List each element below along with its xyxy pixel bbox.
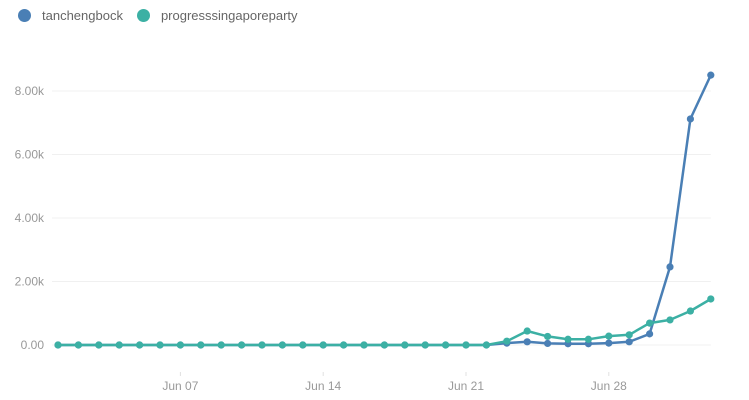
data-point[interactable] [707, 71, 715, 79]
grid-lines [52, 90, 711, 346]
data-series [54, 71, 715, 349]
data-point[interactable] [197, 341, 205, 349]
data-point[interactable] [605, 339, 613, 347]
data-point[interactable] [564, 335, 572, 343]
data-point[interactable] [217, 341, 225, 349]
x-tick-label: Jun 28 [591, 379, 627, 393]
data-point[interactable] [54, 341, 62, 349]
data-point[interactable] [584, 335, 593, 343]
data-point[interactable] [646, 330, 654, 338]
legend-dot-icon [136, 9, 150, 22]
data-point[interactable] [482, 341, 490, 349]
series-line [58, 74, 712, 347]
y-tick-label: 8.00k [15, 84, 45, 98]
y-tick-label: 4.00k [15, 211, 45, 225]
series-tanchengbock [54, 71, 715, 349]
data-point[interactable] [401, 341, 409, 349]
data-point[interactable] [176, 341, 184, 349]
data-point[interactable] [136, 341, 144, 349]
data-point[interactable] [340, 341, 348, 349]
data-point[interactable] [74, 341, 82, 349]
legend-label: tanchengbock [42, 8, 123, 23]
legend-item-progresssingaporeparty[interactable]: progresssingaporeparty [136, 8, 298, 23]
data-point[interactable] [686, 115, 695, 123]
data-point[interactable] [442, 341, 450, 349]
x-tick-label: Jun 14 [305, 379, 341, 393]
x-tick-label: Jun 21 [448, 379, 484, 393]
data-point[interactable] [95, 341, 103, 349]
data-point[interactable] [503, 337, 511, 345]
y-tick-label: 2.00k [15, 275, 45, 289]
data-point[interactable] [707, 295, 715, 303]
y-axis: 0.00 2.00k 4.00k 6.00k 8.00k [15, 84, 45, 352]
data-point[interactable] [625, 331, 633, 339]
data-point[interactable] [380, 341, 388, 349]
data-point[interactable] [686, 307, 695, 315]
data-point[interactable] [421, 341, 429, 349]
y-tick-label: 6.00k [15, 148, 45, 162]
data-point[interactable] [544, 339, 552, 348]
data-point[interactable] [666, 316, 674, 324]
data-point[interactable] [238, 341, 246, 349]
data-point[interactable] [605, 332, 613, 340]
legend-dot-icon [18, 9, 31, 22]
data-point[interactable] [258, 341, 266, 349]
y-tick-label: 0.00 [21, 338, 45, 352]
data-point[interactable] [666, 263, 674, 271]
data-point[interactable] [299, 341, 307, 349]
legend-item-tanchengbock[interactable]: tanchengbock [18, 8, 123, 23]
legend-label: progresssingaporeparty [160, 8, 298, 23]
data-point[interactable] [115, 341, 123, 349]
x-axis: Jun 07 Jun 14 Jun 21 Jun 28 [162, 372, 627, 393]
data-point[interactable] [156, 341, 164, 349]
x-tick-label: Jun 07 [162, 379, 198, 393]
data-point[interactable] [278, 341, 286, 349]
data-point[interactable] [523, 327, 531, 335]
data-point[interactable] [625, 338, 633, 346]
series-line [58, 297, 712, 347]
data-point[interactable] [319, 341, 327, 349]
chart-legend: tanchengbock progresssingaporeparty [18, 8, 312, 23]
series-progresssingaporeparty [54, 295, 715, 349]
data-point[interactable] [544, 332, 552, 341]
data-point[interactable] [523, 338, 531, 346]
data-point[interactable] [462, 341, 470, 349]
data-point[interactable] [646, 319, 654, 327]
data-point[interactable] [360, 341, 368, 349]
